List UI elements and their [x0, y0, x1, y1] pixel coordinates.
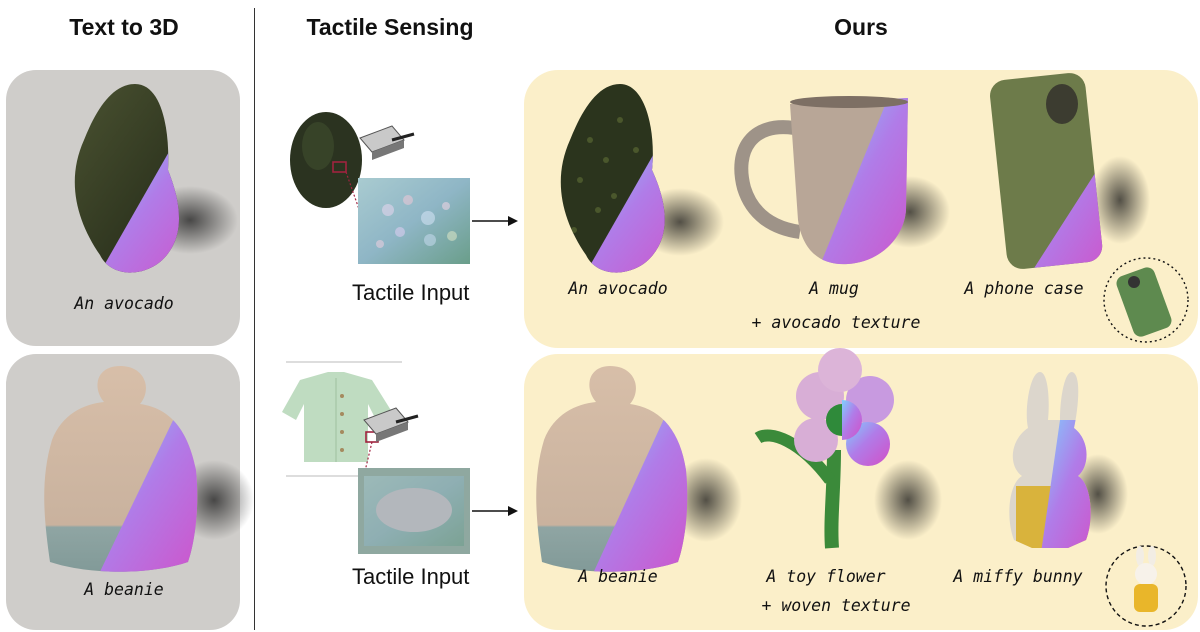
ours-toy-flower-render [754, 348, 894, 549]
ours-flower-texture-caption: + woven texture [761, 596, 911, 615]
tactile-sensor-icon-2 [363, 407, 419, 442]
baseline-beanie-caption: A beanie [84, 580, 164, 599]
header-tactile-sensing: Tactile Sensing [306, 14, 474, 40]
ours-phone-shadow [1090, 156, 1150, 244]
ours-mug-rim [790, 96, 908, 108]
ours-miffy-bunny-caption: A miffy bunny [953, 567, 1083, 586]
baseline-avocado-render [74, 84, 179, 273]
tactile-image-texture-2 [364, 476, 464, 546]
ours-beanie-caption: A beanie [578, 567, 658, 586]
ours-avocado-caption: An avocado [568, 279, 668, 298]
ours-mug-handle [734, 120, 802, 239]
tactile-avocado-object [290, 112, 362, 208]
tactile-sensor-icon-1 [359, 125, 415, 160]
baseline-avocado-caption: An avocado [74, 294, 174, 313]
ours-mug-texture-caption: + avocado texture [751, 313, 921, 332]
ours-beanie-render [536, 366, 688, 572]
header-text-to-3d: Text to 3D [69, 14, 179, 40]
arrow-row2 [472, 506, 518, 516]
ours-avocado-render [560, 84, 665, 273]
tactile-input-label-row2: Tactile Input [352, 564, 470, 589]
tactile-sweater-object [282, 372, 392, 462]
tactile-image-row1 [358, 178, 470, 264]
ours-phone-case-render [990, 71, 1104, 271]
header-ours: Ours [834, 14, 888, 40]
tactile-input-label-row1: Tactile Input [352, 280, 470, 305]
ours-miffy-bunny-render [1009, 372, 1091, 548]
phone-case-reference-icon [1103, 257, 1189, 343]
miffy-reference-icon [1105, 545, 1187, 627]
ours-beanie-shadow [670, 458, 742, 542]
baseline-beanie-render [44, 366, 198, 572]
ours-mug-render [790, 98, 908, 265]
ours-flower-shadow [874, 460, 942, 540]
ours-phone-case-caption: A phone case [964, 279, 1084, 298]
tactile-image-texture-1 [376, 195, 457, 248]
ours-mug-caption: A mug [809, 279, 859, 298]
arrow-row1 [472, 216, 518, 226]
ours-toy-flower-caption: A toy flower [766, 567, 886, 586]
column-divider [254, 8, 255, 630]
